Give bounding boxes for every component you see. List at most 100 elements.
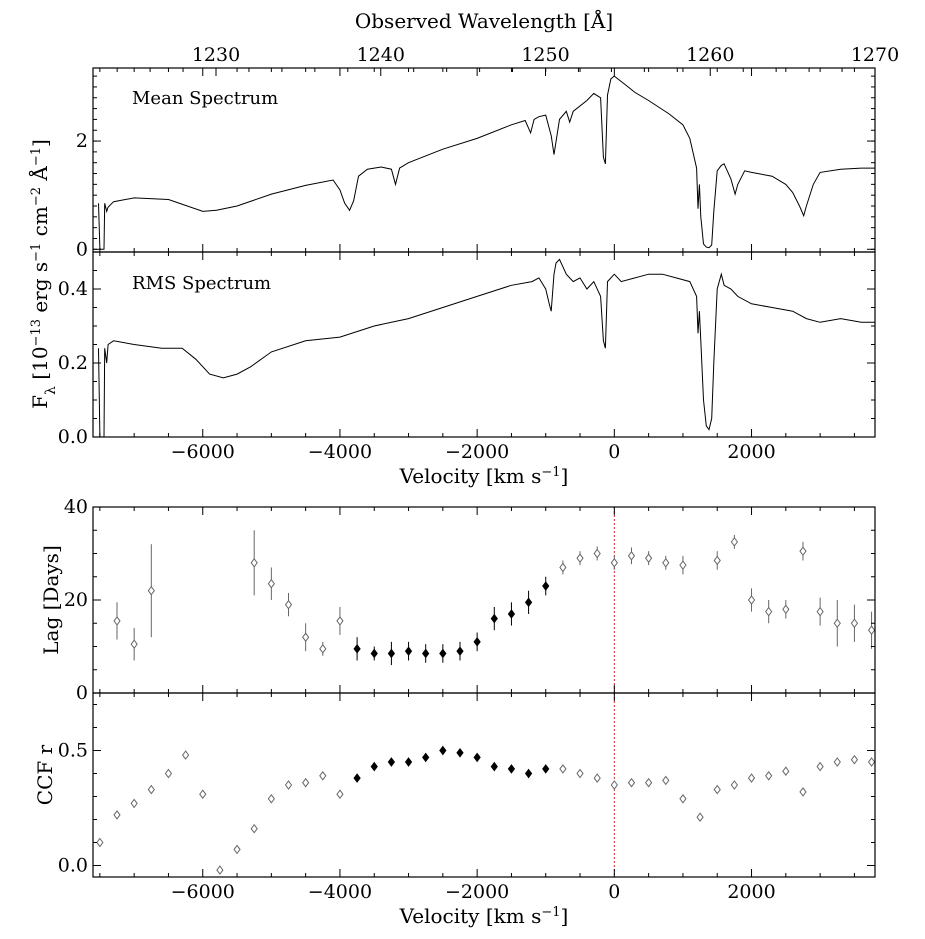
open-data-point — [267, 578, 275, 589]
filled-data-point — [387, 648, 396, 659]
open-data-point — [130, 798, 138, 809]
y-tick-label: 0 — [76, 682, 88, 704]
flux-axis-title: Fλ [10−13 erg s−1 cm−2 Å−1] — [27, 139, 59, 409]
x-tick-label: 2000 — [727, 441, 775, 463]
x-tick-label: −4000 — [308, 441, 372, 463]
open-data-point — [593, 548, 601, 559]
open-data-point — [199, 789, 207, 800]
y-tick-label: 20 — [64, 589, 88, 611]
lag-panel: 0 20 40 Lag [Days] — [39, 496, 876, 704]
ccf-panel: 0.0 0.5 −6000 −4000 −2000 0 2000 CCF r Veloci… — [33, 692, 876, 928]
open-data-point — [730, 537, 739, 547]
x-tick-label: −2000 — [445, 881, 509, 903]
wavelength-tick-label: 1240 — [357, 44, 405, 66]
x-tick-label: 0 — [608, 881, 620, 903]
open-data-point — [867, 625, 876, 636]
open-data-point — [284, 780, 293, 790]
wavelength-tick-label: 1230 — [192, 44, 240, 66]
filled-data-point — [387, 757, 396, 767]
lag-panel-frame — [92, 506, 876, 694]
open-data-point — [96, 837, 104, 848]
wavelength-axis-title: Observed Wavelength [Å] — [355, 8, 613, 33]
open-data-point — [216, 865, 224, 875]
open-data-point — [319, 643, 327, 654]
open-data-point — [610, 780, 618, 790]
open-data-point — [765, 770, 773, 781]
open-data-point — [130, 639, 138, 650]
open-data-point — [713, 555, 721, 566]
open-data-point — [250, 557, 258, 568]
filled-data-point — [524, 597, 533, 608]
open-data-point — [816, 761, 824, 772]
open-data-point — [730, 780, 739, 790]
y-tick-label: 40 — [64, 496, 88, 518]
open-data-point — [662, 775, 670, 786]
filled-data-point — [490, 761, 498, 772]
open-data-point — [267, 793, 275, 804]
open-data-point — [833, 618, 841, 629]
x-tick-label: −4000 — [308, 881, 372, 903]
lag-points — [113, 530, 876, 666]
velocity-axis-title-upper: Velocity [km s−1] — [399, 464, 569, 488]
wavelength-ticks: 1230 1240 1250 1260 1270 — [99, 44, 899, 252]
x-tick-label: 2000 — [727, 881, 775, 903]
rms-x-ticks: −6000 −4000 −2000 0 2000 — [99, 252, 855, 463]
open-data-point — [181, 750, 190, 760]
filled-data-point — [507, 609, 516, 619]
ccf-points — [96, 745, 876, 875]
mean-spectrum-line — [98, 75, 875, 250]
filled-data-point — [490, 613, 498, 624]
ccf-axis-title: CCF r — [33, 744, 57, 805]
x-tick-label: 0 — [608, 441, 620, 463]
open-data-point — [336, 616, 344, 626]
mean-y-ticks: 02 — [76, 75, 875, 260]
open-data-point — [284, 599, 293, 610]
open-data-point — [627, 777, 636, 788]
x-tick-label: −2000 — [445, 441, 509, 463]
y-tick-label: 0.2 — [58, 352, 88, 374]
open-data-point — [164, 768, 173, 779]
filled-data-point — [473, 752, 481, 763]
open-data-point — [627, 550, 636, 561]
filled-data-point — [422, 752, 430, 763]
open-data-point — [147, 585, 155, 596]
velocity-axis-title-lower: Velocity [km s−1] — [399, 904, 569, 928]
filled-data-point — [404, 757, 413, 767]
x-tick-label: −6000 — [171, 881, 235, 903]
ccf-x-ticks: −6000 −4000 −2000 0 2000 — [99, 693, 855, 903]
open-data-point — [645, 553, 653, 563]
mean-spectrum-label: Mean Spectrum — [132, 88, 278, 109]
open-data-point — [867, 757, 876, 767]
open-data-point — [645, 777, 653, 788]
open-data-point — [679, 793, 687, 804]
filled-data-point — [353, 773, 361, 783]
ccf-panel-frame — [92, 692, 876, 878]
open-data-point — [593, 773, 601, 783]
open-data-point — [559, 562, 567, 573]
wavelength-tick-label: 1250 — [521, 44, 569, 66]
filled-data-point — [370, 761, 378, 772]
open-data-point — [816, 606, 824, 617]
lag-axis-title: Lag [Days] — [39, 545, 63, 655]
filled-data-point — [456, 747, 464, 758]
rms-panel-frame — [92, 251, 876, 438]
open-data-point — [233, 844, 241, 855]
x-tick-label: −6000 — [171, 441, 235, 463]
open-data-point — [696, 812, 704, 823]
open-data-point — [576, 553, 584, 563]
open-data-point — [799, 546, 807, 557]
filled-data-point — [456, 646, 464, 656]
open-data-point — [302, 777, 310, 788]
wavelength-tick-label: 1260 — [686, 44, 734, 66]
filled-data-point — [422, 648, 430, 659]
open-data-point — [662, 557, 670, 568]
open-data-point — [113, 810, 121, 820]
open-data-point — [833, 757, 841, 767]
lag-y-ticks: 0 20 40 — [64, 496, 875, 704]
open-data-point — [747, 773, 756, 783]
open-data-point — [765, 606, 773, 617]
rms-spectrum-label: RMS Spectrum — [132, 273, 271, 294]
open-data-point — [576, 768, 584, 779]
filled-data-point — [542, 581, 550, 591]
